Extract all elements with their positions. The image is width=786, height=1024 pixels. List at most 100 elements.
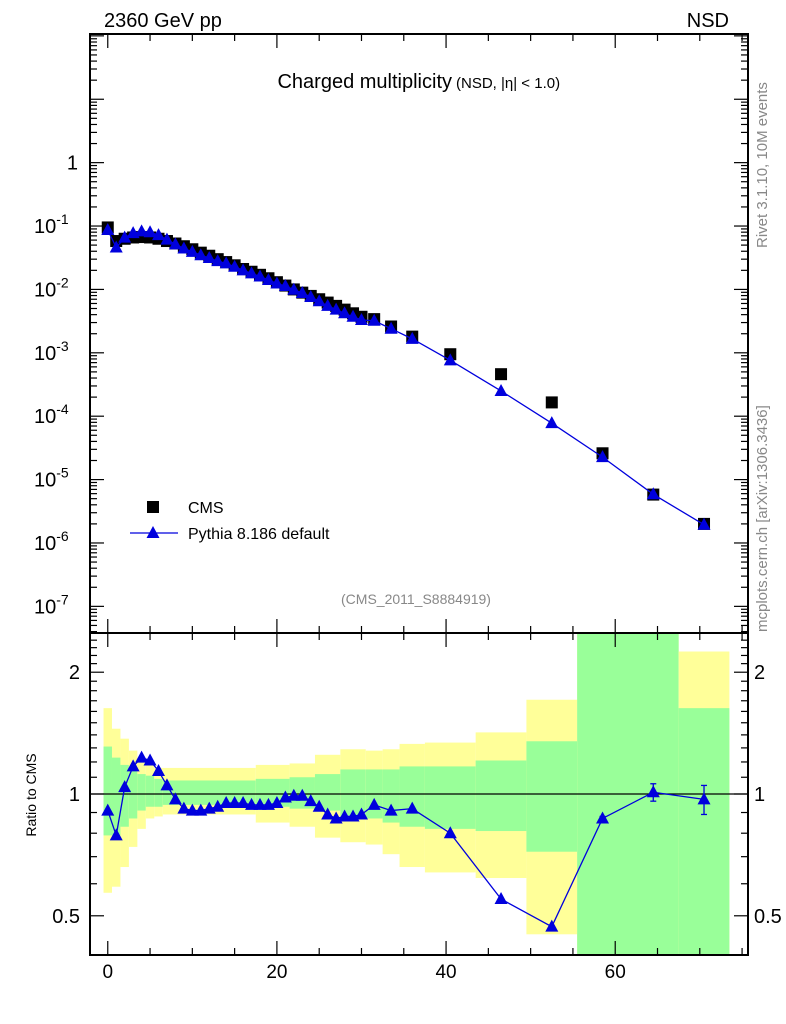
x-tick-label: 60: [605, 962, 626, 983]
legend: CMS Pythia 8.186 default: [130, 500, 330, 543]
ratio-y-tick-label-right: 0.5: [754, 906, 782, 928]
pythia-point: [367, 313, 381, 326]
ratio-point: [354, 807, 368, 820]
y-tick-exponent: -1: [56, 211, 69, 227]
pythia-line: [107, 229, 705, 526]
pythia-point: [135, 224, 149, 237]
main-panel: 1 10-1 10-2 10-3 10-4 10-5 10-6 10-7: [34, 33, 749, 634]
pythia-point: [405, 331, 419, 344]
band-inner: [399, 766, 425, 827]
ratio-point: [384, 803, 398, 816]
pythia-point: [253, 269, 267, 282]
pythia-point: [338, 306, 352, 319]
pythia-point: [177, 241, 191, 254]
pythia-point: [384, 321, 398, 334]
ratio-point: [287, 788, 301, 801]
pythia-point: [354, 312, 368, 325]
ratio-point: [109, 828, 123, 841]
ratio-point: [168, 792, 182, 805]
y-tick-label: 10-4: [34, 401, 69, 428]
ratio-point: [321, 807, 335, 820]
pythia-point: [101, 223, 115, 236]
ratio-point: [596, 811, 610, 824]
y-tick-exponent: -4: [56, 401, 69, 417]
ratio-point: [211, 799, 225, 812]
y-tick-exponent: -2: [56, 274, 69, 290]
ratio-y-tick-label-right: 1: [754, 784, 765, 806]
pythia-point: [545, 416, 559, 429]
band-inner: [145, 775, 155, 807]
legend-cms-label: CMS: [188, 500, 224, 517]
ratio-point: [494, 892, 508, 905]
band-inner: [103, 746, 112, 836]
y-tick-label: 10-5: [34, 465, 69, 492]
ratio-point: [443, 826, 457, 839]
chart-title: Charged multiplicity: [277, 71, 452, 93]
y-tick-label: 10-3: [34, 338, 69, 365]
pythia-point: [494, 383, 508, 396]
pythia-point: [321, 298, 335, 311]
pythia-point: [168, 237, 182, 250]
legend-pythia-label: Pythia 8.186 default: [188, 526, 330, 543]
pythia-point: [329, 302, 343, 315]
pythia-point: [596, 450, 610, 463]
ratio-point: [304, 794, 318, 807]
ratio-point: [228, 796, 242, 809]
band-inner: [111, 757, 121, 836]
header-left: 2360 GeV pp: [104, 10, 222, 32]
cms-point: [495, 368, 508, 381]
ratio-point: [177, 801, 191, 814]
ratio-point: [219, 796, 233, 809]
pythia-point: [304, 289, 318, 302]
pythia-point: [236, 263, 250, 276]
pythia-point: [228, 259, 242, 272]
pythia-point: [219, 256, 233, 269]
pythia-point: [185, 244, 199, 257]
pythia-point: [245, 266, 259, 279]
pythia-point: [143, 225, 157, 238]
x-tick-label: 20: [266, 962, 287, 983]
cms-point: [545, 396, 558, 409]
uncertainty-bands: [103, 633, 730, 955]
y-tick-label: 10-2: [34, 274, 69, 301]
pythia-point: [211, 254, 225, 267]
pythia-point: [346, 309, 360, 322]
band-inner: [577, 633, 679, 955]
main-frame: [89, 33, 749, 634]
band-inner: [475, 760, 527, 832]
ratio-point: [245, 797, 259, 810]
ratio-point: [135, 750, 149, 763]
band-inner: [424, 766, 476, 829]
pythia-point: [194, 248, 208, 261]
pythia-point: [270, 276, 284, 289]
legend-cms-marker: [147, 501, 159, 513]
ratio-y-tick-label: 0.5: [52, 906, 80, 928]
header-right: NSD: [687, 10, 729, 32]
ratio-point: [312, 799, 326, 812]
y-tick-exponent: -7: [56, 591, 69, 607]
ratio-point: [152, 763, 166, 776]
ratio-point: [118, 780, 132, 793]
ratio-point: [405, 801, 419, 814]
side-text-mcplots: mcplots.cern.ch [arXiv:1306.3436]: [754, 405, 771, 632]
x-tick-label: 0: [102, 962, 113, 983]
pythia-point: [261, 272, 275, 285]
pythia-point: [697, 517, 711, 530]
pythia-point: [295, 285, 309, 298]
band-inner: [137, 774, 146, 811]
ratio-point: [185, 803, 199, 816]
band-inner: [526, 741, 578, 852]
y-tick-label: 10-1: [34, 211, 69, 238]
y-tick-label: 10-6: [34, 528, 69, 555]
ratio-point: [367, 797, 381, 810]
pythia-point: [118, 230, 132, 243]
ratio-y-tick-label-right: 2: [754, 662, 765, 684]
ratio-point: [545, 919, 559, 932]
pythia-point: [109, 240, 123, 253]
ratio-point: [253, 797, 267, 810]
ratio-point: [101, 803, 115, 816]
side-text-rivet: Rivet 3.1.10, 10M events: [754, 82, 771, 248]
ratio-point: [143, 753, 157, 766]
ratio-y-tick-label: 2: [69, 662, 80, 684]
